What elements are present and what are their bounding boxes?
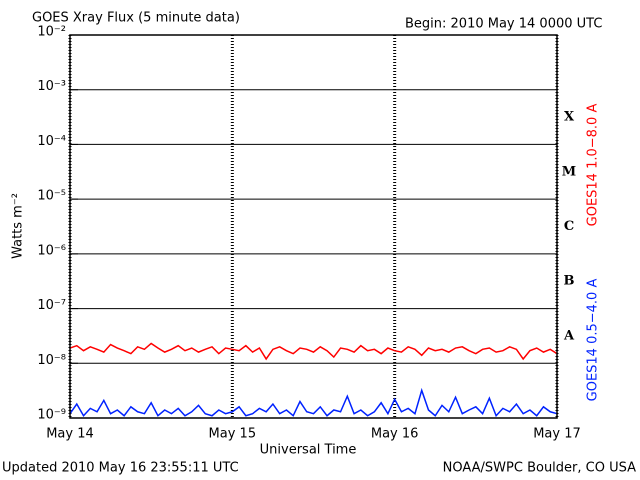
x-tick-label: May 15 <box>209 427 257 442</box>
y-tick-label: 10⁻⁸ <box>37 353 66 368</box>
chart-title: GOES Xray Flux (5 minute data) <box>32 11 240 26</box>
chart-subtitle: Begin: 2010 May 14 0000 UTC <box>405 17 602 32</box>
x-tick-label: May 16 <box>371 427 419 442</box>
class-label: A <box>563 328 575 343</box>
y-tick-label: 10⁻⁹ <box>37 408 66 423</box>
x-tick-label: May 14 <box>46 427 94 442</box>
series-line <box>69 342 558 361</box>
class-label: C <box>564 219 574 234</box>
y-tick-label: 10⁻⁷ <box>37 298 66 313</box>
footer-right: NOAA/SWPC Boulder, CO USA <box>443 461 636 476</box>
y-axis-label: Watts m⁻² <box>11 193 26 259</box>
class-label: M <box>562 164 576 179</box>
class-label: B <box>564 274 575 289</box>
y-tick-label: 10⁻² <box>37 25 66 40</box>
legend-entry: GOES14 1.0−8.0 A <box>586 104 601 227</box>
footer-left: Updated 2010 May 16 23:55:11 UTC <box>2 461 239 476</box>
y-tick-label: 10⁻⁵ <box>37 189 66 204</box>
x-axis-label: Universal Time <box>260 443 357 458</box>
plot-frame <box>69 34 558 419</box>
legend-entry: GOES14 0.5−4.0 A <box>586 279 601 402</box>
y-tick-label: 10⁻⁶ <box>37 243 66 258</box>
y-tick-label: 10⁻⁴ <box>37 134 66 149</box>
series-line <box>69 387 558 418</box>
y-tick-label: 10⁻³ <box>37 79 66 94</box>
x-tick-label: May 17 <box>533 427 581 442</box>
class-label: X <box>564 110 575 125</box>
